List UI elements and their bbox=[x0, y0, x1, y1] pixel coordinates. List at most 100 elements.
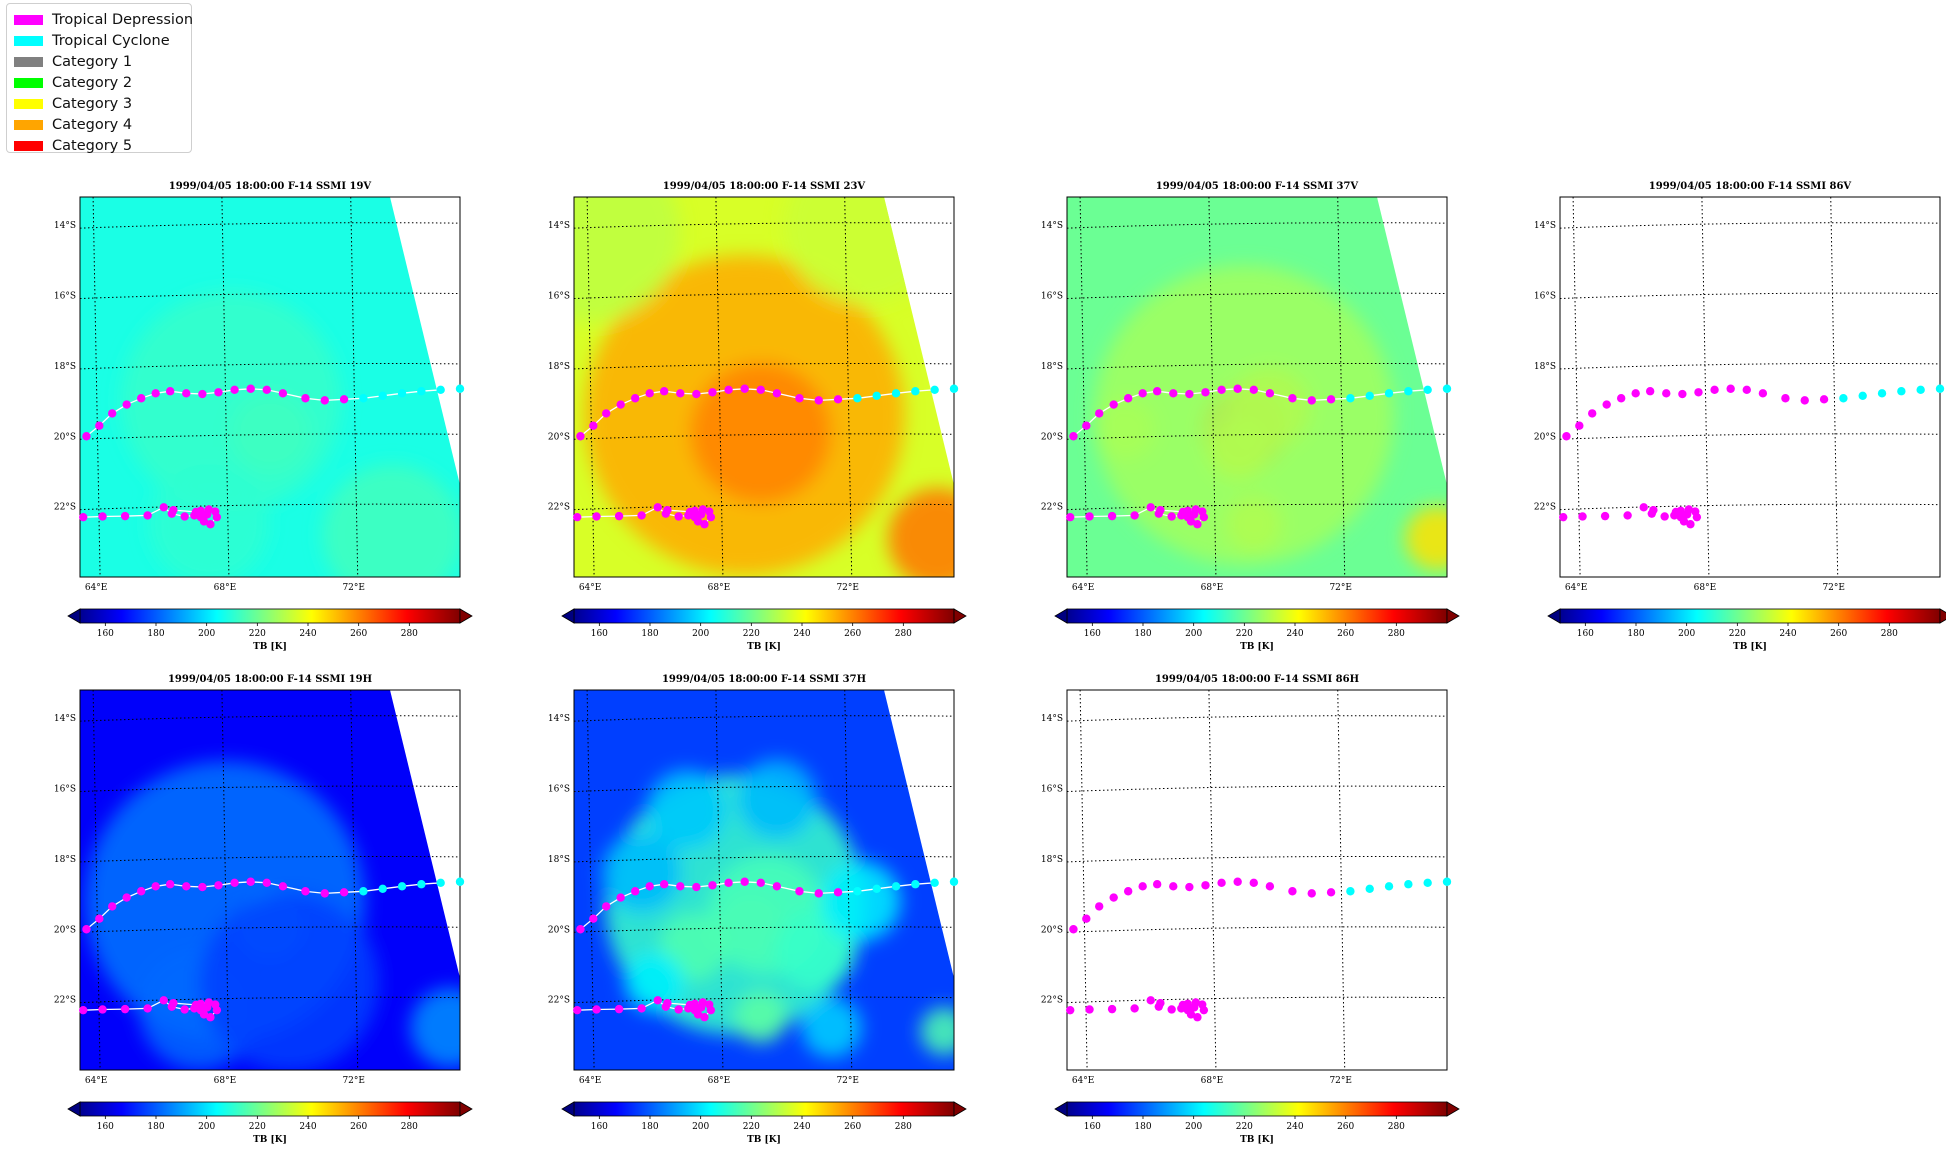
lat-tick-label: 18°S bbox=[54, 362, 76, 372]
track-point bbox=[1249, 385, 1258, 395]
colorbar-label: TB [K] bbox=[1733, 642, 1767, 652]
track-point bbox=[98, 1005, 107, 1014]
track-point bbox=[853, 394, 862, 403]
colorbar-min-extend bbox=[1054, 1101, 1068, 1117]
track-point bbox=[724, 385, 733, 395]
field-blob bbox=[820, 861, 901, 942]
field-features bbox=[574, 197, 954, 577]
colorbar-tick-label: 280 bbox=[895, 1122, 912, 1132]
colorbar-tick-label: 240 bbox=[299, 1122, 316, 1132]
colorbar-label: TB [K] bbox=[1240, 1135, 1274, 1145]
colorbar: 160 180 200 220 240 260 280 TB [K] bbox=[1054, 608, 1460, 652]
storm-track bbox=[573, 384, 959, 529]
track-point bbox=[1710, 385, 1719, 395]
track-point bbox=[1109, 400, 1118, 409]
lon-tick-label: 64°E bbox=[1565, 583, 1588, 593]
meridian-line bbox=[350, 689, 359, 1071]
track-point bbox=[95, 421, 104, 430]
colorbar-tick-label: 220 bbox=[743, 1122, 760, 1132]
colorbar-tick-label: 280 bbox=[401, 1122, 418, 1132]
track-point bbox=[120, 511, 130, 521]
lon-tick-label: 68°E bbox=[214, 1076, 237, 1086]
colorbar-max-extend bbox=[953, 608, 967, 624]
track-point bbox=[122, 400, 131, 409]
parallel-line bbox=[79, 222, 461, 229]
track-point bbox=[1897, 387, 1906, 396]
parallel-line bbox=[1066, 433, 1448, 440]
chart-panel: 1999/04/05 18:00:00 F-14 SSMI 19H 14°S 16°… bbox=[54, 674, 473, 1145]
colorbar-tick-label: 260 bbox=[1337, 1122, 1354, 1132]
lon-tick-label: 72°E bbox=[1329, 583, 1352, 593]
track-point bbox=[1066, 512, 1075, 522]
track-point bbox=[1660, 512, 1669, 521]
colorbar-tick-label: 220 bbox=[249, 629, 266, 639]
graticule bbox=[79, 196, 461, 578]
colorbar-tick-label: 220 bbox=[743, 629, 760, 639]
track-point bbox=[708, 388, 717, 397]
track-point bbox=[203, 510, 212, 519]
track-point bbox=[706, 1005, 716, 1015]
panel-title: 1999/04/05 18:00:00 F-14 SSMI 19V bbox=[169, 181, 372, 192]
colorbar-tick-label: 160 bbox=[97, 1122, 114, 1132]
field-blob bbox=[736, 759, 817, 840]
track-point bbox=[1199, 1005, 1209, 1015]
track-point bbox=[872, 884, 881, 893]
lat-tick-label: 14°S bbox=[1041, 714, 1063, 724]
track-point bbox=[1069, 925, 1078, 934]
parallel-line bbox=[573, 926, 955, 933]
lat-tick-label: 22°S bbox=[548, 503, 570, 513]
graticule bbox=[1066, 689, 1448, 1071]
track-point bbox=[1178, 1000, 1188, 1010]
colorbar-gradient bbox=[573, 608, 955, 624]
lon-tick-label: 72°E bbox=[1822, 583, 1845, 593]
parallel-line bbox=[573, 433, 955, 440]
track-point bbox=[576, 432, 585, 441]
field-blob bbox=[646, 769, 727, 850]
parallel-line bbox=[1559, 222, 1941, 229]
colorbar-tick-label: 160 bbox=[591, 1122, 608, 1132]
tb-field bbox=[80, 197, 460, 577]
track-point bbox=[1858, 391, 1867, 400]
lat-tick-label: 20°S bbox=[548, 432, 570, 442]
colorbar-gradient bbox=[1066, 1101, 1448, 1117]
legend-swatch bbox=[14, 77, 43, 88]
lon-tick-label: 68°E bbox=[214, 583, 237, 593]
track-point bbox=[853, 887, 862, 896]
track-point bbox=[165, 387, 175, 396]
track-point bbox=[1800, 396, 1809, 405]
track-point bbox=[1123, 394, 1133, 403]
track-point bbox=[614, 1004, 624, 1014]
track-point bbox=[191, 1000, 201, 1010]
lat-tick-label: 14°S bbox=[54, 221, 76, 231]
track-point bbox=[1288, 887, 1297, 896]
track-point bbox=[301, 887, 310, 896]
panel-title: 1999/04/05 18:00:00 F-14 SSMI 19H bbox=[168, 674, 372, 685]
chart-panel: 1999/04/05 18:00:00 F-14 SSMI 86V 14°S 16°… bbox=[1534, 181, 1946, 652]
legend-swatch bbox=[14, 35, 43, 46]
meridian-line bbox=[221, 689, 230, 1071]
track-point bbox=[1819, 395, 1829, 404]
graticule bbox=[573, 689, 955, 1071]
track-point bbox=[1288, 394, 1297, 403]
meridian-line bbox=[350, 196, 359, 578]
parallel-line bbox=[573, 222, 955, 229]
panel-title: 1999/04/05 18:00:00 F-14 SSMI 86H bbox=[1155, 674, 1359, 685]
lat-tick-label: 18°S bbox=[548, 855, 570, 865]
parallel-line bbox=[79, 715, 461, 722]
field-blob bbox=[783, 197, 944, 306]
track-point bbox=[1082, 914, 1091, 923]
parallel-line bbox=[79, 926, 461, 933]
colorbar-label: TB [K] bbox=[253, 1135, 287, 1145]
colorbar-tick-label: 260 bbox=[350, 629, 367, 639]
track-point bbox=[685, 1000, 695, 1010]
lat-tick-label: 22°S bbox=[54, 996, 76, 1006]
track-point bbox=[663, 998, 672, 1008]
lat-tick-label: 18°S bbox=[1041, 855, 1063, 865]
colorbar: 160 180 200 220 240 260 280 TB [K] bbox=[561, 1101, 967, 1145]
track-point bbox=[685, 507, 695, 517]
colorbar-tick-label: 260 bbox=[844, 1122, 861, 1132]
track-point bbox=[795, 394, 804, 403]
parallel-line bbox=[79, 503, 461, 511]
legend-item-category-3: Category 3 bbox=[14, 93, 183, 114]
graticule bbox=[79, 689, 461, 1071]
